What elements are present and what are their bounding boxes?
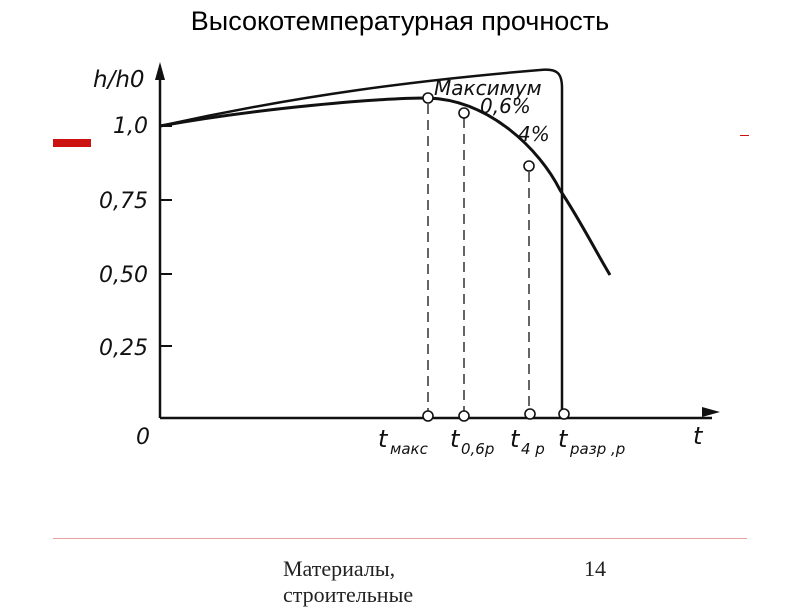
dashed-drops	[427, 104, 530, 411]
t-max-sub: макс	[390, 440, 429, 458]
y-tick-label-0-75: 0,75	[99, 189, 148, 214]
t-4-sub: 4 р	[521, 440, 545, 458]
t-break-base: t	[558, 425, 569, 453]
time-label-t-break: t разр ,р	[558, 425, 625, 458]
time-label-t-max: t макс	[378, 425, 429, 458]
accent-bar	[53, 139, 91, 147]
t-06-base: t	[450, 425, 461, 453]
y-tick-label-1: 1,0	[113, 114, 148, 139]
axes	[158, 70, 712, 420]
x-axis-label: t	[693, 422, 704, 450]
y-axis-label: h/h0	[93, 67, 145, 93]
y-tick-label-0-25: 0,25	[99, 336, 148, 361]
t-max-base: t	[378, 425, 389, 453]
time-label-t-4: t 4 р	[510, 425, 545, 458]
annotation-0-6-percent: 0,6%	[480, 94, 531, 118]
t-06-sub: 0,6р	[461, 440, 494, 458]
slide-title: Высокотемпературная прочность	[190, 6, 610, 36]
axis-marker-t-06	[458, 410, 470, 422]
strength-curve	[159, 96, 612, 276]
axis-marker-t-4	[524, 408, 536, 420]
t-break-sub: разр ,р	[569, 440, 625, 458]
upper-envelope-curve	[159, 68, 564, 418]
axis-marker-t-break	[558, 408, 570, 420]
t-4-base: t	[510, 425, 521, 453]
y-ticks	[160, 125, 172, 347]
accent-tick	[740, 135, 749, 136]
annotation-4-percent: 4%	[518, 122, 550, 146]
marker-0-6-percent	[458, 107, 470, 119]
y-axis-arrow	[155, 62, 165, 80]
curve-markers	[422, 92, 535, 172]
marker-4-percent	[523, 160, 535, 172]
time-label-t-06: t 0,6р	[450, 425, 494, 458]
axis-marker-t-max	[422, 410, 434, 422]
x-axis-arrow	[702, 407, 720, 417]
marker-maximum	[422, 92, 434, 104]
y-tick-label-0-50: 0,50	[99, 263, 148, 288]
axis-markers	[422, 408, 570, 422]
page-number: 14	[584, 556, 606, 581]
origin-label: 0	[136, 425, 150, 450]
footer-rule	[53, 538, 747, 539]
annotation-maximum: Максимум	[434, 76, 542, 100]
footer-text: Материалы, строительные	[283, 556, 414, 607]
